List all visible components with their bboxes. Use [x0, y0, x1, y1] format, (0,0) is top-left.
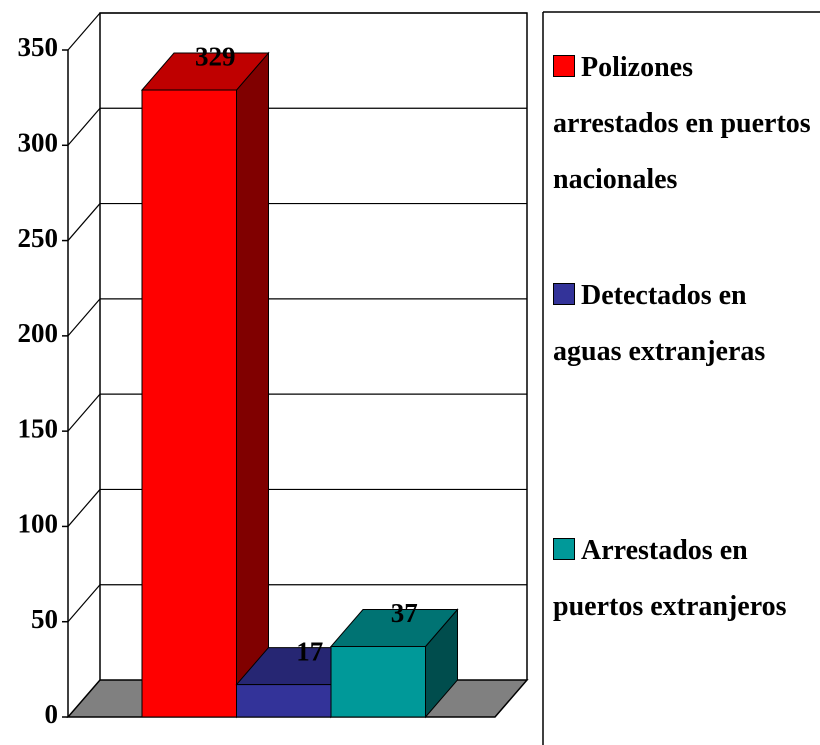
- grid-line: [67, 12, 101, 51]
- legend-swatch: [553, 55, 575, 77]
- bar: [236, 684, 332, 718]
- legend-item: Polizones arrestados en puertos nacional…: [553, 40, 818, 208]
- y-tick-label: 0: [45, 699, 59, 729]
- y-tick-label: 50: [31, 604, 58, 634]
- data-label: 329: [195, 42, 236, 72]
- bar: [330, 645, 426, 718]
- y-tick-label: 200: [18, 318, 59, 348]
- y-tick-label: 100: [18, 509, 59, 539]
- legend-swatch: [553, 538, 575, 560]
- legend-label: Polizones arrestados en puertos nacional…: [553, 52, 811, 195]
- legend-label: Arrestados en puertos extranjeros: [553, 535, 787, 622]
- grid-line: [67, 489, 101, 527]
- bar: [141, 89, 237, 718]
- grid-line: [67, 203, 101, 241]
- grid-line: [67, 298, 101, 337]
- legend-swatch: [553, 283, 575, 305]
- grid-line: [67, 393, 101, 432]
- y-tick-label: 350: [18, 32, 59, 62]
- y-tick-label: 300: [18, 127, 59, 157]
- bar-side: [236, 51, 269, 719]
- legend-item: Arrestados en puertos extranjeros: [553, 523, 818, 635]
- y-tick-label: 250: [18, 223, 59, 253]
- data-label: 17: [296, 636, 323, 666]
- grid-line: [67, 584, 101, 623]
- data-label: 37: [391, 598, 418, 628]
- y-tick-label: 150: [18, 413, 59, 443]
- legend-label: Detectados en aguas extranjeras: [553, 280, 766, 367]
- grid-line: [67, 107, 101, 146]
- legend-item: Detectados en aguas extranjeras: [553, 268, 818, 380]
